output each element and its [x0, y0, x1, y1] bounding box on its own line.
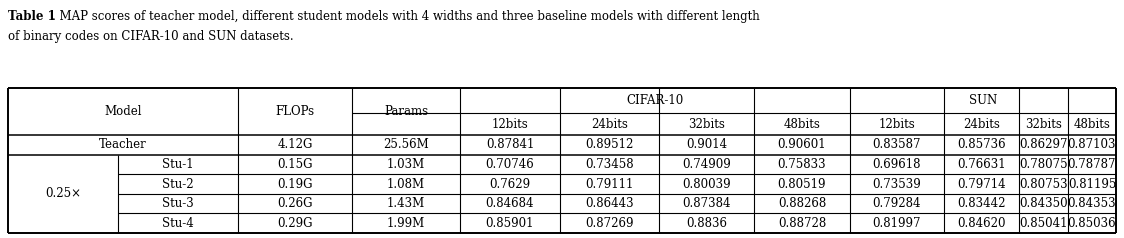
Text: 0.86297: 0.86297 [1019, 138, 1068, 151]
Text: 0.8836: 0.8836 [686, 217, 727, 230]
Text: 0.87841: 0.87841 [486, 138, 534, 151]
Text: 0.19G: 0.19G [278, 178, 312, 190]
Text: 0.88268: 0.88268 [778, 197, 826, 210]
Text: 48bits: 48bits [783, 118, 821, 131]
Text: 0.79284: 0.79284 [872, 197, 922, 210]
Text: 0.79714: 0.79714 [958, 178, 1006, 190]
Text: 1.08M: 1.08M [387, 178, 425, 190]
Text: 0.78075: 0.78075 [1019, 158, 1068, 171]
Text: 0.69618: 0.69618 [872, 158, 922, 171]
Text: 0.75833: 0.75833 [778, 158, 826, 171]
Text: SUN: SUN [969, 94, 997, 107]
Text: 0.87103: 0.87103 [1068, 138, 1116, 151]
Text: 32bits: 32bits [1025, 118, 1062, 131]
Text: 0.73458: 0.73458 [586, 158, 634, 171]
Text: 0.73539: 0.73539 [872, 178, 922, 190]
Text: Model: Model [105, 105, 142, 118]
Text: 0.80753: 0.80753 [1019, 178, 1068, 190]
Text: 25.56M: 25.56M [383, 138, 429, 151]
Text: 0.84684: 0.84684 [486, 197, 534, 210]
Text: 1.43M: 1.43M [387, 197, 425, 210]
Text: 0.87269: 0.87269 [586, 217, 634, 230]
Text: 0.84350: 0.84350 [1019, 197, 1068, 210]
Text: 48bits: 48bits [1073, 118, 1111, 131]
Text: 0.26G: 0.26G [278, 197, 312, 210]
Text: 24bits: 24bits [963, 118, 1000, 131]
Text: 0.25×: 0.25× [45, 187, 81, 200]
Text: Params: Params [384, 105, 428, 118]
Text: Teacher: Teacher [99, 138, 147, 151]
Text: Stu-2: Stu-2 [162, 178, 193, 190]
Text: 0.85736: 0.85736 [958, 138, 1006, 151]
Text: 0.88728: 0.88728 [778, 217, 826, 230]
Text: CIFAR-10: CIFAR-10 [626, 94, 683, 107]
Text: Stu-3: Stu-3 [162, 197, 193, 210]
Text: 0.85901: 0.85901 [486, 217, 534, 230]
Text: 0.7629: 0.7629 [489, 178, 531, 190]
Text: 0.89512: 0.89512 [586, 138, 634, 151]
Text: 0.81195: 0.81195 [1068, 178, 1116, 190]
Text: 0.83442: 0.83442 [958, 197, 1006, 210]
Text: 0.15G: 0.15G [278, 158, 312, 171]
Text: 24bits: 24bits [591, 118, 628, 131]
Text: 0.81997: 0.81997 [872, 217, 922, 230]
Text: FLOPs: FLOPs [275, 105, 315, 118]
Text: 1.99M: 1.99M [387, 217, 425, 230]
Text: 12bits: 12bits [491, 118, 528, 131]
Text: 0.80519: 0.80519 [778, 178, 826, 190]
Text: 0.83587: 0.83587 [872, 138, 922, 151]
Text: 0.86443: 0.86443 [586, 197, 634, 210]
Text: Stu-1: Stu-1 [162, 158, 193, 171]
Text: 0.70746: 0.70746 [486, 158, 534, 171]
Text: 0.85036: 0.85036 [1068, 217, 1116, 230]
Text: 0.85041: 0.85041 [1019, 217, 1068, 230]
Text: 0.84353: 0.84353 [1068, 197, 1116, 210]
Text: 0.84620: 0.84620 [958, 217, 1006, 230]
Text: 4.12G: 4.12G [278, 138, 312, 151]
Text: 0.29G: 0.29G [278, 217, 312, 230]
Text: of binary codes on CIFAR-10 and SUN datasets.: of binary codes on CIFAR-10 and SUN data… [8, 30, 293, 43]
Text: 0.76631: 0.76631 [958, 158, 1006, 171]
Text: 1.03M: 1.03M [387, 158, 425, 171]
Text: 0.78787: 0.78787 [1068, 158, 1116, 171]
Text: 0.80039: 0.80039 [682, 178, 731, 190]
Text: 0.74909: 0.74909 [682, 158, 731, 171]
Text: 32bits: 32bits [688, 118, 725, 131]
Text: . MAP scores of teacher model, different student models with 4 widths and three : . MAP scores of teacher model, different… [52, 10, 760, 23]
Text: 0.90601: 0.90601 [778, 138, 826, 151]
Text: Table 1: Table 1 [8, 10, 56, 23]
Text: 12bits: 12bits [879, 118, 915, 131]
Text: Stu-4: Stu-4 [162, 217, 193, 230]
Text: 0.79111: 0.79111 [586, 178, 634, 190]
Text: 0.9014: 0.9014 [686, 138, 727, 151]
Text: 0.87384: 0.87384 [682, 197, 731, 210]
